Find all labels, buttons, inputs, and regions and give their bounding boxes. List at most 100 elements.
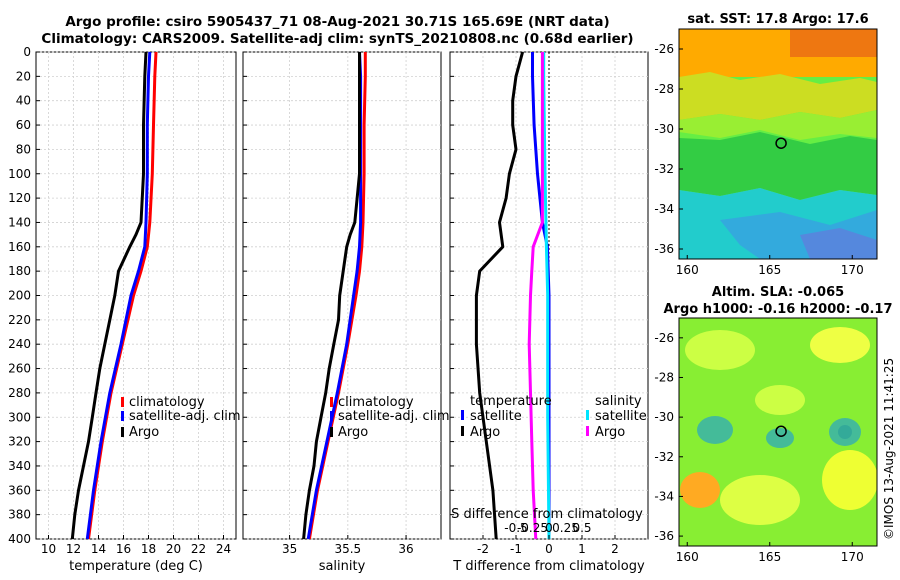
map-ytick-label: -28 <box>654 82 674 96</box>
sst-map-panel: sat. SST: 17.8 Argo: 17.6 160 165 170 -26 -2… <box>654 12 878 277</box>
series-line-satellite-adj-clim <box>85 51 152 540</box>
map-xtick-label: 165 <box>758 550 781 564</box>
legend-swatch-argo <box>121 427 124 437</box>
legend-swatch-satellite-adj <box>330 411 333 421</box>
xtick-label-salinity: 0 <box>545 521 553 535</box>
temperature-ticks: 0 20 40 60 80 100 120 140 160 180 200 220 240 260 280 3… <box>8 45 231 556</box>
sst-heatmap <box>679 29 877 259</box>
xtick-label-salinity: -0.25 <box>517 521 548 535</box>
sla-map-ticks: 160 165 170 -26 -28 -30 -32 -34 -36 <box>654 331 863 564</box>
xtick-label: 18 <box>141 542 156 556</box>
xtick-label: 36 <box>398 542 413 556</box>
legend-label-argo: Argo <box>338 425 368 440</box>
ytick-label: 280 <box>8 386 31 400</box>
figure-title-line1: Argo profile: csiro 5905437_71 08-Aug-20… <box>65 14 610 30</box>
xtick-label: 35 <box>282 542 297 556</box>
map-ytick-label: -34 <box>654 489 674 503</box>
ytick-label: 400 <box>8 532 31 546</box>
legend-label-s-argo: Argo <box>595 425 625 440</box>
map-ytick-label: -30 <box>654 410 674 424</box>
xtick-label: 20 <box>166 542 181 556</box>
figure-title-line2: Climatology: CARS2009. Satellite-adj cli… <box>41 31 634 47</box>
legend-title-temperature: temperature <box>470 394 552 409</box>
difference-xlabel-t: T difference from climatology <box>452 559 645 574</box>
ytick-label: 80 <box>16 142 31 156</box>
ytick-label: 380 <box>8 508 31 522</box>
legend-label-t-satellite: satellite <box>470 409 522 424</box>
temperature-grid <box>36 51 236 540</box>
legend-label-satellite-adj: satellite-adj. clim <box>129 409 241 424</box>
sla-heatmap <box>679 318 877 546</box>
map-xtick-label: 160 <box>676 263 699 277</box>
difference-legend-temperature: temperature satellite Argo <box>461 394 552 440</box>
difference-ticks: -2 -1 0 1 2-0.5-0.250 0.250.5 <box>450 51 619 556</box>
ytick-label: 200 <box>8 289 31 303</box>
ytick-label: 320 <box>8 435 31 449</box>
temperature-xlabel: temperature (deg C) <box>69 559 203 574</box>
salinity-series <box>302 51 367 540</box>
map-ytick-label: -30 <box>654 122 674 136</box>
difference-series <box>474 51 551 540</box>
xtick-label: -1 <box>510 542 522 556</box>
salinity-xlabel: salinity <box>319 559 366 574</box>
series-line-argo <box>70 51 148 540</box>
ytick-label: 160 <box>8 240 31 254</box>
map-xtick-label: 170 <box>841 263 864 277</box>
xtick-label: 16 <box>116 542 131 556</box>
map-ytick-label: -34 <box>654 202 674 216</box>
xtick-label: 35.5 <box>334 542 361 556</box>
ytick-label: 340 <box>8 459 31 473</box>
sla-map-subtitle: Argo h1000: -0.16 h2000: -0.17 <box>663 302 892 317</box>
difference-legend-salinity: salinity satellite Argo <box>586 394 647 440</box>
ytick-label: 140 <box>8 215 31 229</box>
legend-swatch-s-satellite <box>586 410 589 420</box>
legend-label-satellite-adj: satellite-adj. clim <box>338 409 450 424</box>
ytick-label: 20 <box>16 69 31 83</box>
salinity-legend: climatology satellite-adj. clim Argo <box>330 395 450 440</box>
ytick-label: 60 <box>16 118 31 132</box>
legend-swatch-satellite-adj <box>121 411 124 421</box>
difference-xlabel-s: S difference from climatology <box>451 507 643 522</box>
xtick-label-salinity: 0.25 <box>552 521 579 535</box>
legend-label-climatology: climatology <box>129 395 205 410</box>
map-ytick-label: -32 <box>654 450 674 464</box>
xtick-label: 10 <box>41 542 56 556</box>
ytick-label: 260 <box>8 362 31 376</box>
sst-map-frame <box>678 28 878 260</box>
map-ytick-label: -26 <box>654 331 674 345</box>
ytick-label: 100 <box>8 167 31 181</box>
xtick-label: 0 <box>545 542 553 556</box>
legend-swatch-climatology <box>330 397 333 407</box>
ytick-label: 0 <box>23 45 31 59</box>
xtick-label: 14 <box>91 542 106 556</box>
ytick-label: 40 <box>16 94 31 108</box>
sla-map-title: Altim. SLA: -0.065 <box>712 285 844 300</box>
sst-map-ticks: 160 165 170 -26 -28 -30 -32 -34 -36 <box>654 42 863 277</box>
map-xtick-label: 165 <box>758 263 781 277</box>
legend-swatch-argo <box>330 427 333 437</box>
temperature-profile-panel: 0 20 40 60 80 100 120 140 160 180 200 220 240 260 280 3… <box>8 45 241 574</box>
ytick-label: 300 <box>8 410 31 424</box>
ytick-label: 360 <box>8 483 31 497</box>
xtick-label: -2 <box>477 542 489 556</box>
legend-label-s-satellite: satellite <box>595 409 647 424</box>
map-ytick-label: -26 <box>654 42 674 56</box>
sst-map-title: sat. SST: 17.8 Argo: 17.6 <box>687 12 868 27</box>
legend-swatch-t-satellite <box>461 410 464 420</box>
map-ytick-label: -36 <box>654 242 674 256</box>
xtick-label: 1 <box>578 542 586 556</box>
ytick-label: 180 <box>8 264 31 278</box>
salinity-profile-panel: 35 35.5 36 salinity climatology satellite-… <box>242 51 450 574</box>
temperature-legend: climatology satellite-adj. clim Argo <box>121 395 241 440</box>
legend-label-argo: Argo <box>129 425 159 440</box>
xtick-label-salinity: 0.5 <box>572 521 591 535</box>
sla-argo-marker <box>775 425 787 437</box>
legend-title-salinity: salinity <box>595 394 642 409</box>
map-ytick-label: -36 <box>654 529 674 543</box>
map-ytick-label: -28 <box>654 370 674 384</box>
ytick-label: 120 <box>8 191 31 205</box>
temperature-series <box>70 51 158 540</box>
series-line-argo <box>302 52 361 540</box>
ytick-label: 240 <box>8 337 31 351</box>
legend-label-t-argo: Argo <box>470 425 500 440</box>
